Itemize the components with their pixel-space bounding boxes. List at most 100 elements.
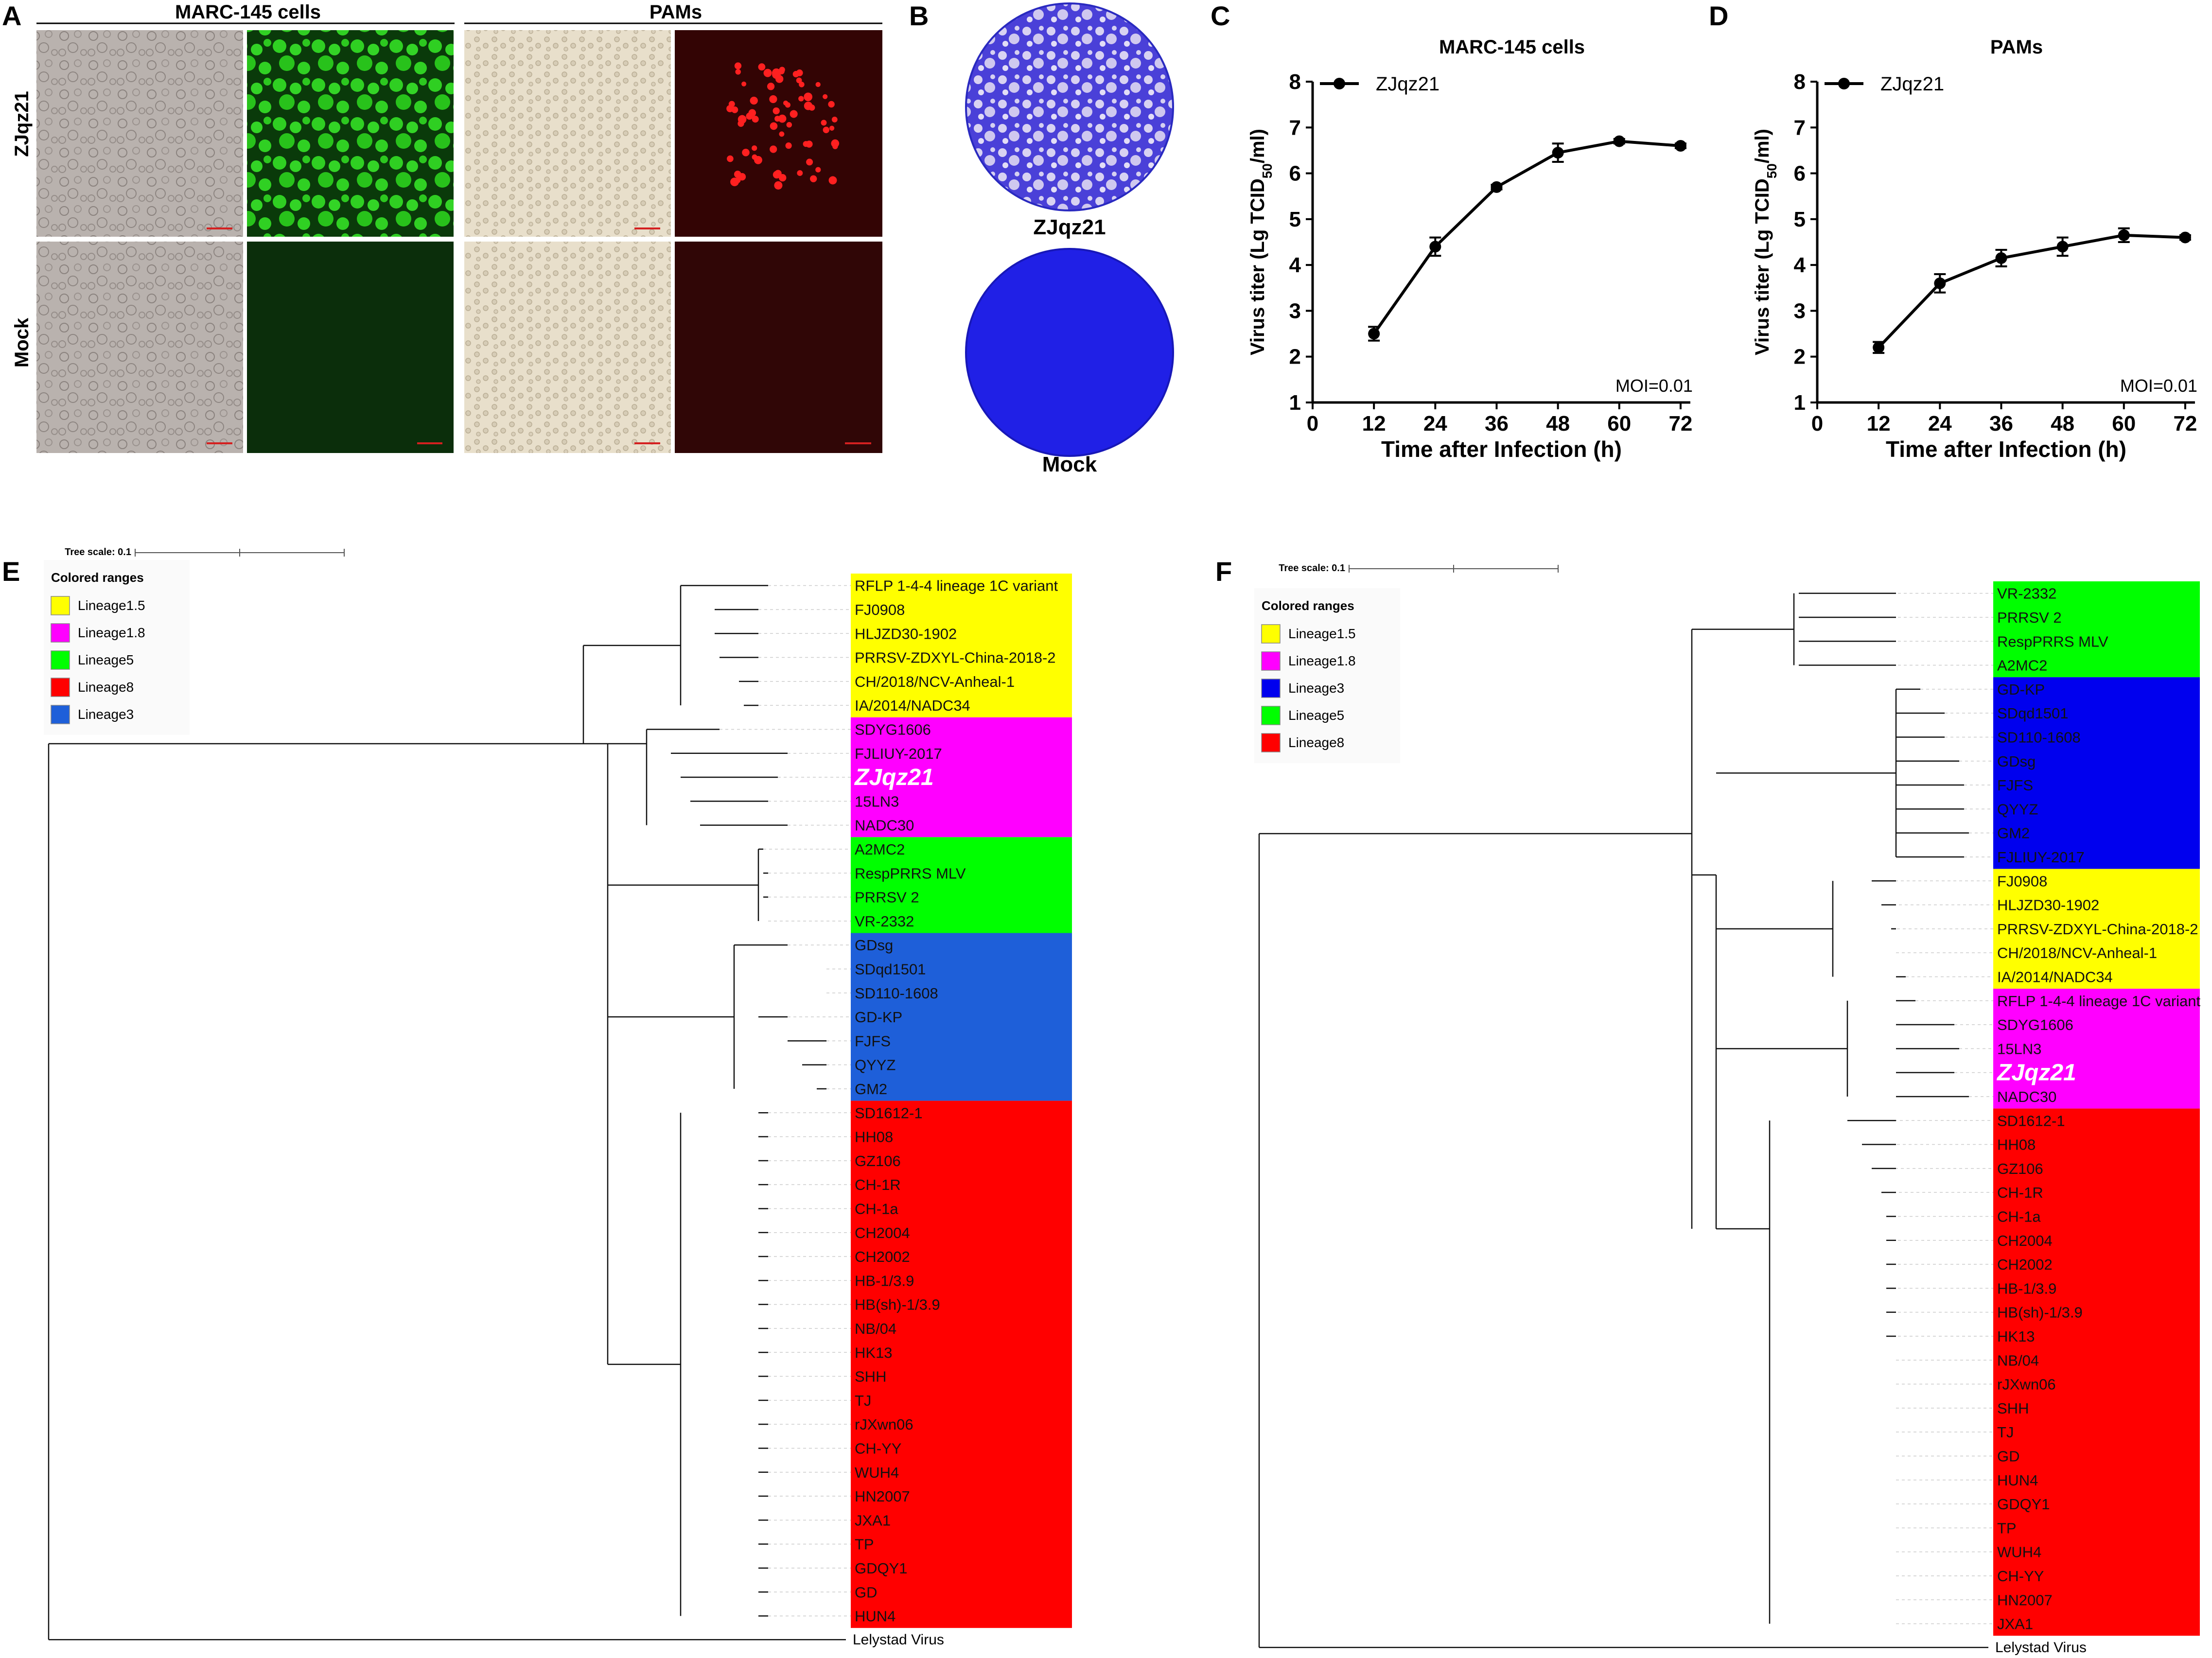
taxon-label: SDqd1501 (1997, 705, 2069, 722)
red-fluorescent-cell (772, 171, 781, 179)
taxon-label: HB(sh)-1/3.9 (1997, 1304, 2083, 1321)
legend-swatch (1261, 624, 1281, 644)
lineage-range-lineage8 (1993, 1108, 2200, 1636)
x-tick-label: 72 (1668, 412, 1692, 436)
red-fluorescent-cell (741, 81, 747, 87)
taxon-label: CH2002 (855, 1248, 910, 1265)
taxon-label: FJ0908 (855, 601, 905, 618)
data-point (2118, 229, 2130, 241)
red-fluorescent-cell (799, 81, 805, 87)
red-fluorescent-cell (815, 82, 821, 87)
red-fluorescent-cell (806, 158, 813, 166)
taxon-label: GDQY1 (1997, 1496, 2050, 1513)
red-fluorescent-cell (778, 114, 787, 123)
taxon-label: CH-YY (1997, 1568, 2044, 1585)
x-tick-label: 60 (1607, 412, 1631, 436)
red-fluorescent-cell (785, 142, 792, 149)
red-fluorescent-cell (734, 62, 742, 70)
red-fluorescent-cell (828, 101, 835, 108)
taxon-label: SDYG1606 (1997, 1016, 2073, 1033)
lineage-range-lineage5 (851, 837, 1072, 933)
data-point (1613, 135, 1625, 147)
taxon-label: QYYZ (855, 1057, 895, 1074)
lineage-range-lineage1-5 (851, 574, 1072, 717)
taxon-label: GDsg (1997, 753, 2036, 770)
taxon-label: TP (1997, 1519, 2017, 1536)
taxon-label: FJFS (1997, 777, 2033, 794)
red-fluorescent-cell (767, 83, 775, 90)
taxon-label: HN2007 (855, 1488, 910, 1505)
panel-a-header-pams: PAMs (650, 1, 702, 23)
y-axis-label: Virus titer (Lg TCID50/ml) (1752, 129, 1779, 355)
taxon-label: rJXwn06 (1997, 1376, 2056, 1393)
legend-item-label: Lineage8 (1288, 735, 1344, 750)
taxon-label: HLJZD30-1902 (855, 625, 957, 642)
y-tick-label: 2 (1794, 345, 1806, 369)
micrograph-pam-zjqz21-brightfield (464, 30, 671, 237)
panel-d-letter: D (1709, 0, 1728, 31)
data-point (1552, 147, 1564, 159)
data-point (1674, 140, 1686, 152)
red-fluorescent-cell (754, 156, 762, 164)
red-fluorescent-cell (796, 77, 802, 84)
taxon-label: SD1612-1 (855, 1104, 923, 1121)
red-fluorescent-cell (770, 145, 777, 153)
y-tick-label: 4 (1794, 253, 1806, 277)
taxon-label: RespPRRS MLV (1997, 633, 2108, 650)
taxon-label: PRRSV 2 (1997, 609, 2062, 626)
red-fluorescent-cell (774, 116, 781, 122)
lineage-range-lineage1-8 (851, 717, 1072, 838)
data-point (1491, 181, 1503, 193)
taxon-label: FJ0908 (1997, 873, 2047, 890)
legend-swatch (1261, 651, 1281, 671)
y-tick-label: 1 (1794, 391, 1806, 415)
taxon-label: FJFS (855, 1032, 891, 1049)
red-fluorescent-cell (774, 181, 783, 190)
red-fluorescent-cells (726, 62, 840, 190)
x-axis-label: Time after Infection (h) (1886, 436, 2126, 462)
plaque-dish-mock (965, 248, 1174, 457)
taxon-label: A2MC2 (1997, 657, 2047, 674)
panel-f-letter: F (1215, 556, 1232, 587)
taxon-label: CH-YY (855, 1440, 901, 1457)
x-tick-label: 12 (1867, 412, 1891, 436)
phylogenetic-tree-e: Tree scale: 0.1 Colored ranges Lineage1.5 L… (44, 547, 1072, 1648)
taxon-label: GZ106 (855, 1152, 901, 1169)
legend-swatch (51, 623, 70, 643)
taxon-label: SDqd1501 (855, 960, 926, 977)
taxon-label: HH08 (855, 1129, 893, 1146)
taxon-label: GZ106 (1997, 1160, 2043, 1177)
series-line (1878, 233, 2186, 349)
micrograph-pam-mock-brightfield (464, 242, 671, 453)
taxon-label: NADC30 (1997, 1088, 2056, 1105)
data-point (1873, 341, 1885, 353)
lineage-range-lineage3 (1993, 677, 2200, 869)
micrograph-marc-mock-brightfield (36, 242, 243, 453)
taxon-label: NADC30 (855, 817, 914, 834)
red-fluorescent-cell (823, 94, 828, 99)
x-tick-label: 48 (2051, 412, 2074, 436)
taxon-label: VR-2332 (1997, 585, 2056, 602)
legend-swatch (51, 650, 70, 670)
data-point (1368, 328, 1380, 340)
taxon-label: RFLP 1-4-4 lineage 1C variant (855, 577, 1058, 594)
red-fluorescent-cell (769, 95, 777, 104)
taxon-label: CH2002 (1997, 1256, 2053, 1273)
taxon-label: VR-2332 (855, 913, 914, 930)
legend-swatch (1261, 733, 1281, 752)
taxon-label: NB/04 (855, 1320, 896, 1337)
lineage-range-lineage8 (851, 1100, 1072, 1628)
taxon-label: PRRSV 2 (855, 889, 919, 906)
red-fluorescent-cell (752, 145, 757, 151)
taxon-label: TP (855, 1536, 874, 1553)
taxon-label: TJ (855, 1392, 871, 1409)
x-tick-label: 12 (1362, 412, 1386, 436)
taxon-label: 15LN3 (855, 793, 899, 810)
lineage-range-lineage3 (851, 933, 1072, 1101)
red-fluorescent-cell (778, 174, 787, 182)
micrograph-pam-zjqz21-fluorescence (675, 30, 882, 237)
taxon-label: HB(sh)-1/3.9 (855, 1296, 940, 1313)
taxon-label: SHH (1997, 1400, 2029, 1417)
y-tick-label: 5 (1794, 208, 1806, 231)
